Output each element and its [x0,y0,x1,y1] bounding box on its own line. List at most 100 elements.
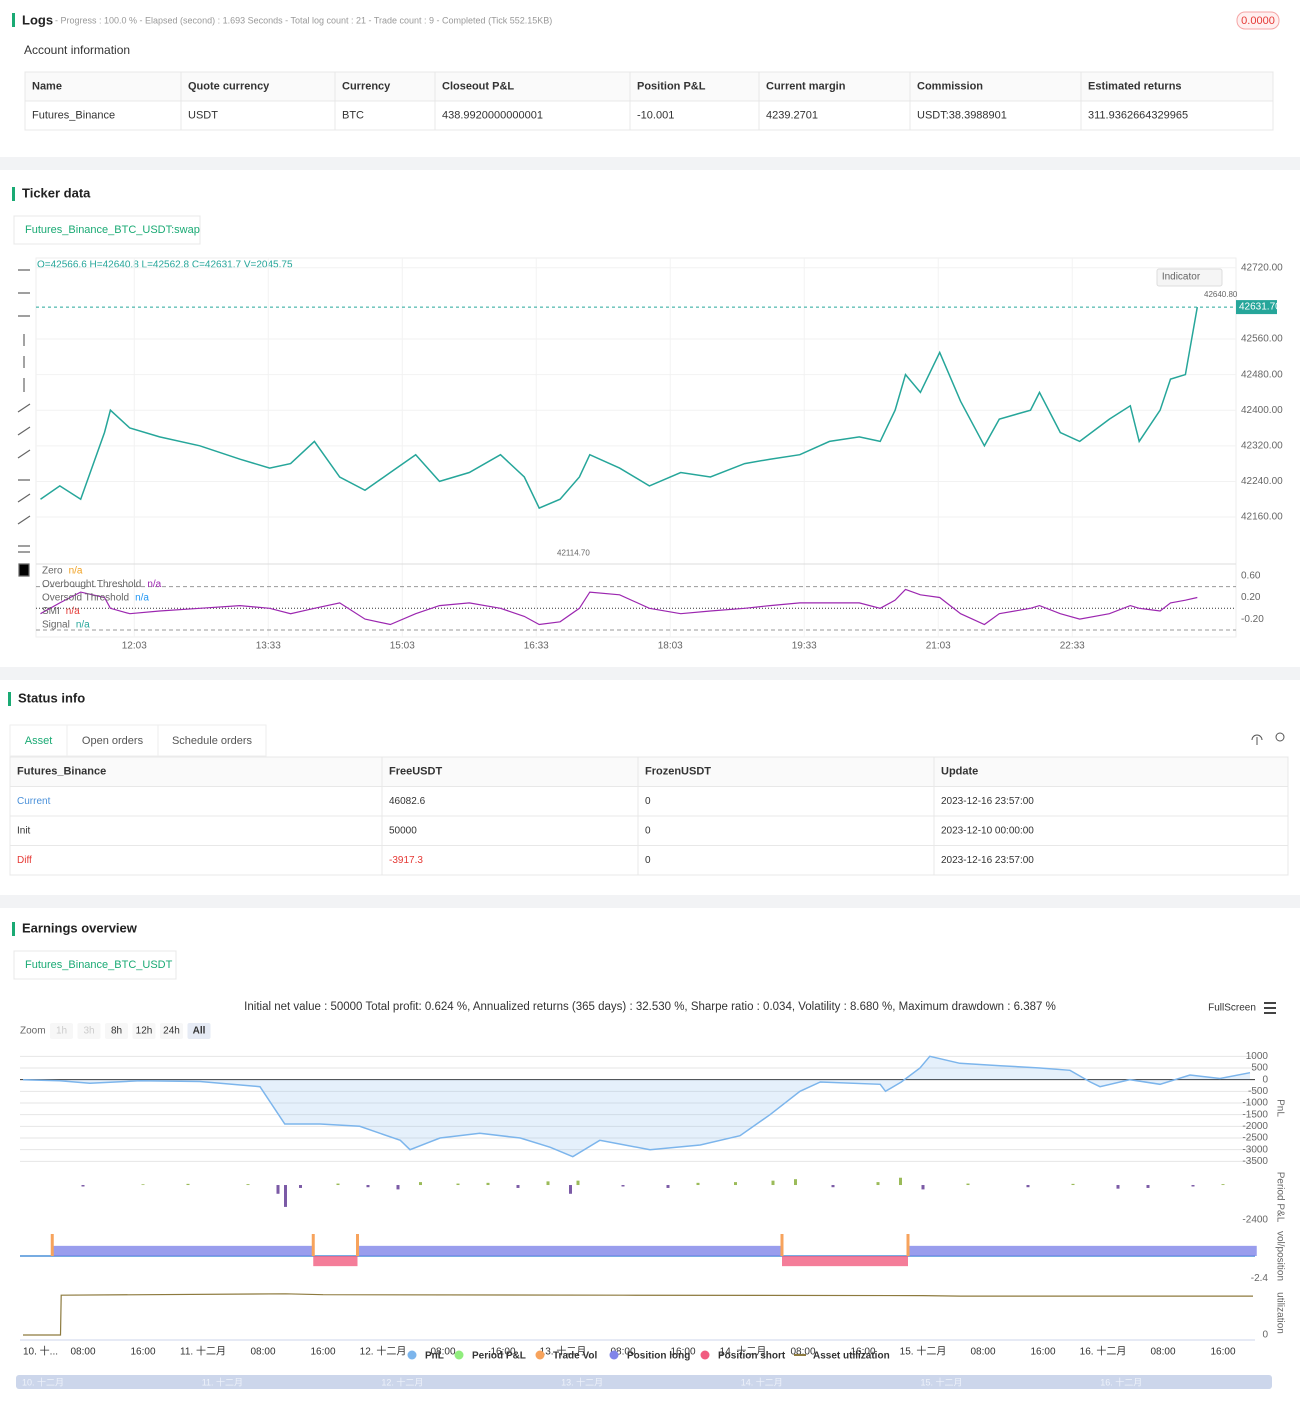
legend-label[interactable]: Period P&L [472,1351,526,1362]
tab-label[interactable]: Open orders [82,735,144,747]
period-bar [696,1182,700,1186]
period-bar [1026,1185,1030,1188]
column-header: Quote currency [188,80,270,92]
x-tick-label: 14. 十二月 [720,1345,767,1358]
period-bar [831,1185,835,1188]
legend-label[interactable]: Position short [718,1351,786,1362]
period-bar [246,1184,250,1186]
zoom-button[interactable] [132,1023,156,1039]
y-tick-label: -3500 [1242,1156,1268,1167]
series-line [40,306,1199,510]
earnings-summary: Initial net value : 50000 Total profit: … [244,1001,1056,1013]
cell: 438.9920000000001 [442,109,543,121]
trade-marker [780,1234,784,1256]
tab-label[interactable]: Schedule orders [172,735,253,747]
trade-marker [311,1234,315,1256]
zoom-button[interactable] [105,1023,128,1039]
cell: 2023-12-10 00:00:00 [941,825,1034,836]
y-tick-label: 42320.00 [1241,440,1283,451]
tab[interactable] [66,724,159,757]
period-bar [81,1185,85,1187]
cell: 2023-12-16 23:57:00 [941,796,1034,807]
axis-title: vol/position [1274,1231,1285,1281]
tab[interactable] [13,215,201,245]
y-tick-label: 0 [1262,1074,1268,1085]
x-tick-label: 12. 十二月 [360,1345,407,1358]
indicator-button-label[interactable]: Indicator [1162,272,1201,283]
tab-label[interactable]: Futures_Binance_BTC_USDT:swap [25,224,200,236]
cell: 4239.2701 [766,109,818,121]
period-bar [576,1180,580,1186]
settings-icon[interactable] [1275,732,1285,742]
last-price-box [1236,300,1277,315]
position-bar [908,1245,1257,1256]
zoom-button-label[interactable]: 3h [83,1026,94,1037]
navigator-label: 13. 十二月 [561,1376,603,1387]
cell: -10.001 [637,109,674,121]
zoom-button-label[interactable]: 12h [136,1026,153,1037]
y-tick-label: 42160.00 [1241,512,1283,523]
y-tick-label: 1000 [1246,1051,1269,1062]
column-header: FreeUSDT [389,766,442,778]
tab[interactable] [9,724,68,757]
high-label: 42640.80 [1204,290,1238,299]
zoom-button[interactable] [187,1023,211,1039]
x-tick-label: 08:00 [610,1347,635,1358]
navigator[interactable] [16,1375,1272,1389]
separator [0,667,1300,680]
x-tick-label: 15. 十二月 [900,1345,947,1358]
tab-label[interactable]: Futures_Binance_BTC_USDT [25,959,173,971]
zoom-button[interactable] [77,1023,101,1039]
column-header: Position P&L [637,80,706,92]
x-tick-label: 16. 十二月 [1080,1345,1127,1358]
trade-marker [356,1234,359,1256]
column-header: Estimated returns [1088,80,1182,92]
tab-label[interactable]: Asset [25,735,53,747]
navigator-label: 10. 十二月 [22,1376,64,1387]
y-tick-label: 0.60 [1241,570,1261,581]
menu-icon[interactable] [1264,1002,1276,1014]
legend-swatch [535,1350,545,1360]
legend-label[interactable]: Position long [627,1351,690,1362]
cell: Current [17,796,51,807]
x-tick-label: 08:00 [70,1347,95,1358]
zoom-button-label[interactable]: 24h [163,1026,180,1037]
position-bar [52,1245,314,1256]
y-tick-label: 42560.00 [1241,334,1283,345]
legend-label[interactable]: PnL [425,1351,444,1362]
download-icon[interactable] [1251,734,1263,745]
legend-label[interactable]: Asset utilization [813,1351,890,1362]
legend-label[interactable]: Trade Vol [553,1351,597,1362]
zoom-button-label[interactable]: All [193,1026,206,1037]
earnings-title: Earnings overview [22,920,138,935]
x-tick-label: 16:00 [490,1347,515,1358]
low-label: 42114.70 [557,548,590,557]
x-tick-label: 08:00 [250,1347,275,1358]
position-bar [313,1256,358,1267]
y-tick-label: -1500 [1242,1109,1268,1120]
accent [12,922,15,936]
period-bar [486,1182,490,1186]
x-tick-label: 08:00 [970,1347,995,1358]
tab[interactable] [157,724,267,757]
y-tick-label: -1000 [1242,1098,1268,1109]
zoom-button-label[interactable]: 1h [56,1026,67,1037]
column-header: Futures_Binance [17,766,106,778]
fullscreen[interactable]: FullScreen [1208,1003,1256,1014]
axis-title: utilization [1274,1292,1285,1334]
zoom-button[interactable] [160,1023,183,1039]
y-tick-label: 42480.00 [1241,369,1283,380]
cell: 0 [645,796,651,807]
zoom-button-label[interactable]: 8h [111,1026,122,1037]
tab[interactable] [13,950,177,980]
badge-text: 0.0000 [1241,15,1275,27]
accent [12,187,15,201]
legend-name: Overbought Threshold [42,579,141,590]
badge [1236,11,1280,30]
x-tick-label: 10. 十... [23,1345,58,1358]
indicator-button[interactable] [1156,268,1223,287]
y-tick-label: -500 [1248,1086,1268,1097]
zoom-button[interactable] [50,1023,73,1039]
y-tick-label: -2500 [1242,1133,1268,1144]
period-bar [621,1185,625,1187]
